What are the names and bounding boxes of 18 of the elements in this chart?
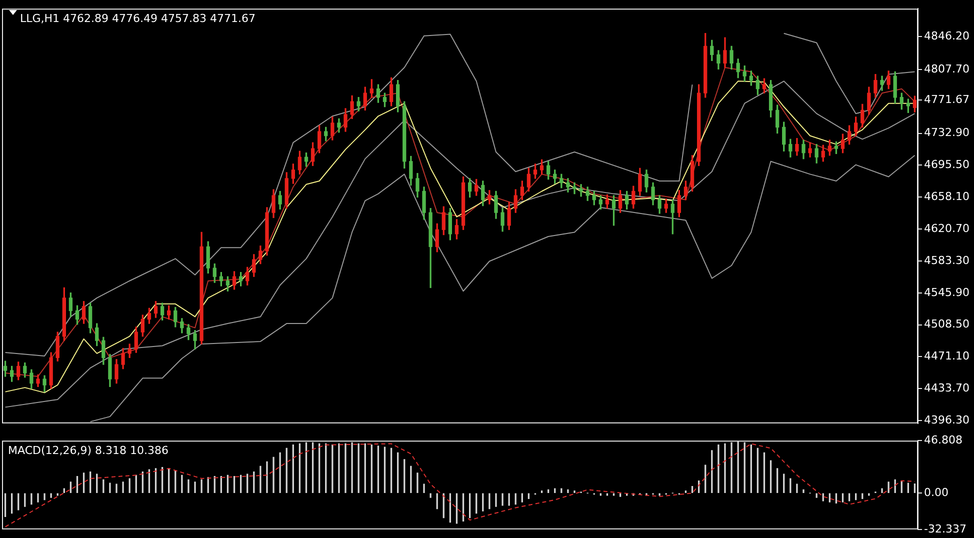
y-tick-label: 4807.70 xyxy=(924,62,970,76)
y-tick-label: 4658.10 xyxy=(924,190,970,203)
y-tick-label: 0.00 xyxy=(924,486,948,499)
y-tick-label: 4771.67 xyxy=(924,93,970,106)
chart-title: LLG,H1 4762.89 4776.49 4757.83 4771.67 xyxy=(20,12,256,25)
y-tick-label: 4471.10 xyxy=(924,350,970,363)
y-tick-label: 4545.90 xyxy=(924,286,970,299)
y-tick-label: 4583.30 xyxy=(924,254,970,267)
y-tick-label: 4620.70 xyxy=(924,222,970,235)
y-tick-label: -32.337 xyxy=(924,522,966,536)
chart-title: MACD(12,26,9) 8.318 10.386 xyxy=(8,444,169,457)
y-tick-label: 4396.30 xyxy=(924,413,970,426)
y-tick-label: 4695.50 xyxy=(924,158,970,172)
y-tick-label: 4846.20 xyxy=(924,29,970,42)
y-tick-label: 4508.50 xyxy=(924,318,970,331)
y-tick-label: 46.808 xyxy=(924,433,962,446)
y-tick-label: 4732.90 xyxy=(924,126,970,140)
y-tick-label: 4433.70 xyxy=(924,382,970,395)
